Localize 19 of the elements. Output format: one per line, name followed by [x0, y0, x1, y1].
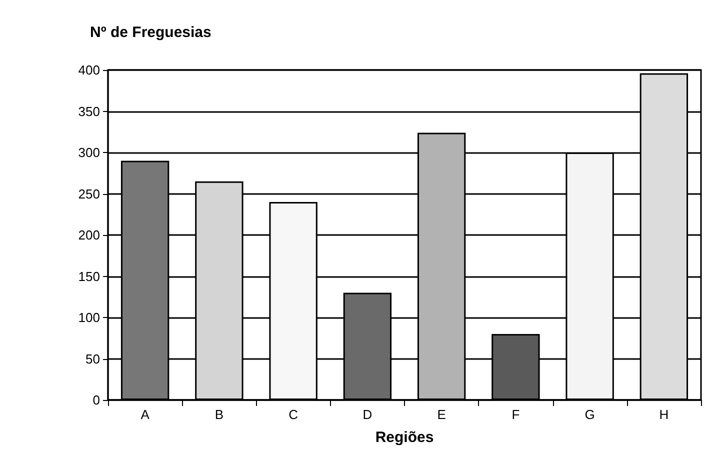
y-tick-label: 150	[78, 268, 100, 284]
y-tick-label: 350	[78, 104, 100, 119]
y-tick-label: 300	[78, 145, 100, 160]
x-tick-label: A	[140, 407, 150, 422]
y-tick-label: 200	[78, 228, 100, 242]
y-tick-label: 400	[78, 62, 100, 78]
y-tick-label: 50	[86, 351, 100, 366]
y-axis-title: Nº de Freguesias	[90, 24, 212, 41]
x-tick-label: B	[214, 407, 224, 422]
x-tick-label: C	[288, 407, 298, 422]
y-tick-label: 100	[78, 310, 100, 325]
x-axis-title: Regiões	[375, 429, 434, 446]
x-tick-label: D	[362, 407, 372, 422]
y-tick-label: 0	[92, 392, 100, 408]
x-tick-label: F	[512, 407, 520, 422]
x-tick-label: G	[584, 407, 595, 422]
x-tick-label: H	[659, 407, 669, 422]
y-tick-label: 250	[78, 186, 100, 202]
x-tick-label: E	[437, 407, 446, 422]
